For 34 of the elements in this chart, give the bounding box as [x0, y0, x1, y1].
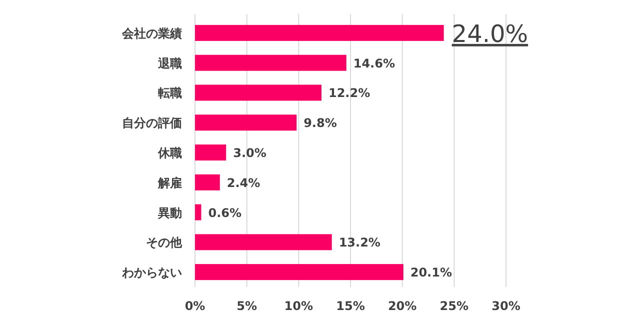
y-tick-label: 自分の評価	[122, 116, 182, 130]
y-tick-label: 会社の業績	[121, 26, 182, 40]
y-tick-label: 解雇	[157, 176, 182, 190]
x-tick-label: 30%	[492, 299, 520, 313]
bar	[195, 144, 226, 160]
x-tick-label: 10%	[284, 299, 314, 313]
y-tick-label: 退職	[157, 56, 182, 70]
y-tick-label: わからない	[121, 266, 182, 280]
data-label: 9.8%	[304, 116, 337, 130]
data-label: 13.2%	[338, 236, 380, 250]
y-tick-label: 異動	[157, 206, 182, 220]
x-tick-label: 20%	[388, 299, 417, 313]
bar	[195, 264, 404, 280]
y-tick-label: 休職	[157, 146, 182, 160]
x-tick-label: 5%	[236, 299, 258, 313]
data-label: 14.6%	[353, 56, 395, 70]
data-label: 24.0%	[452, 20, 528, 48]
bar	[195, 204, 202, 220]
x-tick-label: 0%	[184, 299, 206, 313]
data-label: 3.0%	[233, 146, 266, 160]
bar	[195, 114, 297, 131]
data-label: 12.2%	[328, 86, 370, 100]
bar	[195, 84, 322, 101]
bar	[195, 54, 346, 71]
y-tick-label: 転職	[158, 86, 182, 100]
data-label: 20.1%	[410, 266, 452, 280]
data-label: 2.4%	[226, 176, 260, 190]
data-label: 0.6%	[208, 206, 242, 220]
x-tick-label: 25%	[440, 299, 469, 313]
bar	[195, 234, 332, 250]
bar	[195, 24, 444, 41]
y-tick-label: その他	[146, 236, 183, 250]
bar	[195, 174, 220, 190]
x-tick-label: 15%	[336, 299, 365, 313]
